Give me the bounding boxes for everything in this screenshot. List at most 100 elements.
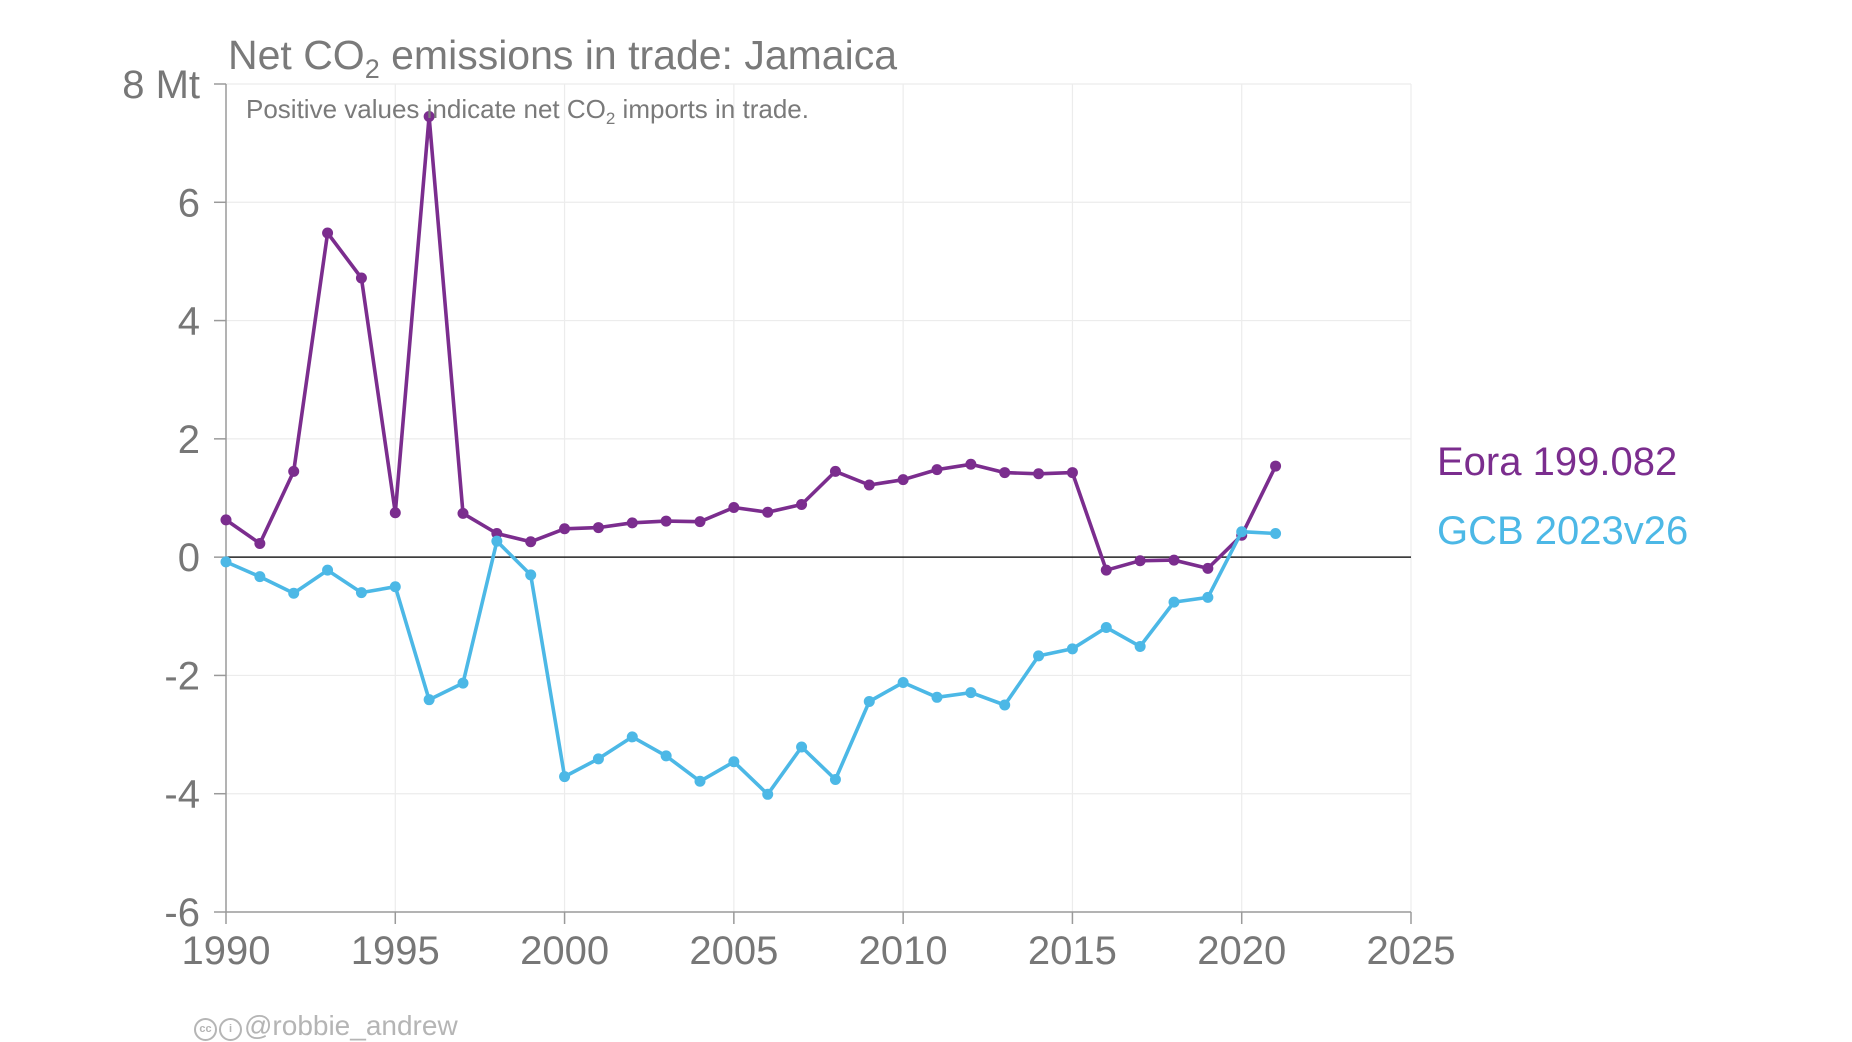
data-point-0-1997 (457, 507, 469, 519)
data-point-0-2005 (728, 501, 740, 513)
x-axis-ticks: 1990 1995 2000 2005 2010 2015 2020 2025 (182, 912, 1456, 973)
data-point-1-2000 (559, 771, 571, 783)
credit-handle: @robbie_andrew (244, 1010, 458, 1041)
data-point-0-2021 (1270, 460, 1282, 472)
data-point-1-1998 (491, 535, 503, 547)
data-point-1-2003 (660, 750, 672, 762)
data-point-0-2015 (1066, 467, 1078, 479)
y-tick-label-2: -2 (164, 654, 200, 698)
chart-subtitle: Positive values indicate net CO2 imports… (246, 94, 809, 128)
data-point-1-1994 (355, 587, 367, 599)
data-point-1-1990 (220, 556, 232, 568)
x-tick-label-2025: 2025 (1367, 929, 1456, 973)
data-point-1-2014 (1033, 650, 1045, 662)
data-point-1-1999 (525, 569, 537, 581)
data-point-1-2010 (897, 677, 909, 689)
y-tick-label-3: 0 (178, 536, 200, 580)
y-tick-label-1: -4 (164, 773, 200, 817)
series-layer (220, 111, 1282, 800)
chart-title-part-1: Net CO (228, 32, 365, 78)
data-point-0-2018 (1168, 554, 1180, 566)
data-point-1-2011 (931, 691, 943, 703)
data-point-0-1999 (525, 536, 537, 548)
chart-title-subscript: 2 (365, 54, 380, 84)
data-point-1-2008 (829, 774, 841, 786)
y-tick-label-4: 2 (178, 418, 200, 462)
series-0 (220, 111, 1282, 576)
data-point-0-1998 (491, 527, 503, 539)
data-point-1-1993 (322, 564, 334, 576)
data-point-1-2012 (965, 687, 977, 699)
x-tick-label-2010: 2010 (859, 929, 948, 973)
data-point-0-2014 (1033, 468, 1045, 480)
legend: Eora 199.082 GCB 2023v26 (1437, 440, 1688, 553)
chart-title: Net CO2 emissions in trade: Jamaica (228, 32, 897, 84)
x-tick-label-2020: 2020 (1197, 929, 1286, 973)
data-point-0-2007 (796, 499, 808, 511)
legend-label-1: GCB 2023v26 (1437, 509, 1688, 553)
data-point-0-2016 (1100, 564, 1112, 576)
data-point-1-2009 (863, 695, 875, 707)
y-tick-label-5: 4 (178, 300, 200, 344)
axes (225, 84, 1411, 913)
data-point-1-2013 (999, 699, 1011, 711)
grid-lines (226, 83, 1412, 912)
data-point-0-2011 (931, 464, 943, 476)
cc-icon: cc (194, 1018, 217, 1041)
data-point-1-2017 (1134, 640, 1146, 652)
data-point-1-2002 (626, 731, 638, 743)
legend-label-0: Eora 199.082 (1437, 440, 1677, 484)
y-tick-label-6: 6 (178, 181, 200, 225)
data-point-0-1991 (254, 538, 266, 550)
data-point-0-2013 (999, 467, 1011, 479)
data-point-1-2019 (1202, 591, 1214, 603)
data-point-0-1995 (389, 507, 401, 519)
x-tick-label-1990: 1990 (182, 929, 271, 973)
chart-title-part-2: emissions in trade: Jamaica (380, 32, 897, 78)
data-point-1-2016 (1100, 622, 1112, 634)
credit: cc i @robbie_andrew (194, 1010, 458, 1042)
data-point-0-1993 (322, 227, 334, 239)
data-point-0-2009 (863, 479, 875, 491)
data-point-1-2004 (694, 775, 706, 787)
data-point-1-1995 (389, 581, 401, 593)
chart-subtitle-part-1: Positive values indicate net CO (246, 94, 606, 124)
data-point-0-2002 (626, 517, 638, 529)
data-point-0-2000 (559, 523, 571, 535)
data-point-1-2005 (728, 756, 740, 768)
data-point-0-2006 (762, 506, 774, 518)
data-point-0-2001 (592, 522, 604, 534)
data-point-1-1992 (288, 587, 300, 599)
data-point-0-2017 (1134, 555, 1146, 567)
data-point-0-1996 (423, 111, 435, 123)
x-tick-label-2015: 2015 (1028, 929, 1117, 973)
data-point-0-2003 (660, 515, 672, 527)
data-point-0-1994 (355, 272, 367, 284)
data-point-0-2019 (1202, 562, 1214, 574)
data-point-1-1991 (254, 571, 266, 583)
x-tick-label-2000: 2000 (520, 929, 609, 973)
data-point-1-2018 (1168, 596, 1180, 608)
y-tick-label-7: 8 Mt (122, 63, 200, 107)
chart-subtitle-subscript: 2 (606, 109, 615, 128)
series-1 (220, 526, 1282, 800)
y-tick-label-0: -6 (164, 891, 200, 935)
data-point-1-2001 (592, 753, 604, 765)
x-tick-label-2005: 2005 (689, 929, 778, 973)
data-point-0-1992 (288, 465, 300, 477)
data-point-0-1990 (220, 514, 232, 526)
data-point-1-2015 (1066, 643, 1078, 655)
data-point-1-1996 (423, 694, 435, 706)
data-point-1-1997 (457, 677, 469, 689)
chart-subtitle-part-2: imports in trade. (615, 94, 809, 124)
data-point-0-2010 (897, 474, 909, 486)
series-line-0 (224, 114, 1278, 573)
data-point-0-2008 (829, 465, 841, 477)
data-point-0-2012 (965, 458, 977, 470)
y-axis-ticks: -6 -4 -2 0 2 4 6 8 Mt (122, 63, 226, 935)
data-point-0-2004 (694, 516, 706, 528)
data-point-1-2021 (1270, 527, 1282, 539)
data-point-1-2007 (796, 741, 808, 753)
data-point-1-2006 (762, 788, 774, 800)
